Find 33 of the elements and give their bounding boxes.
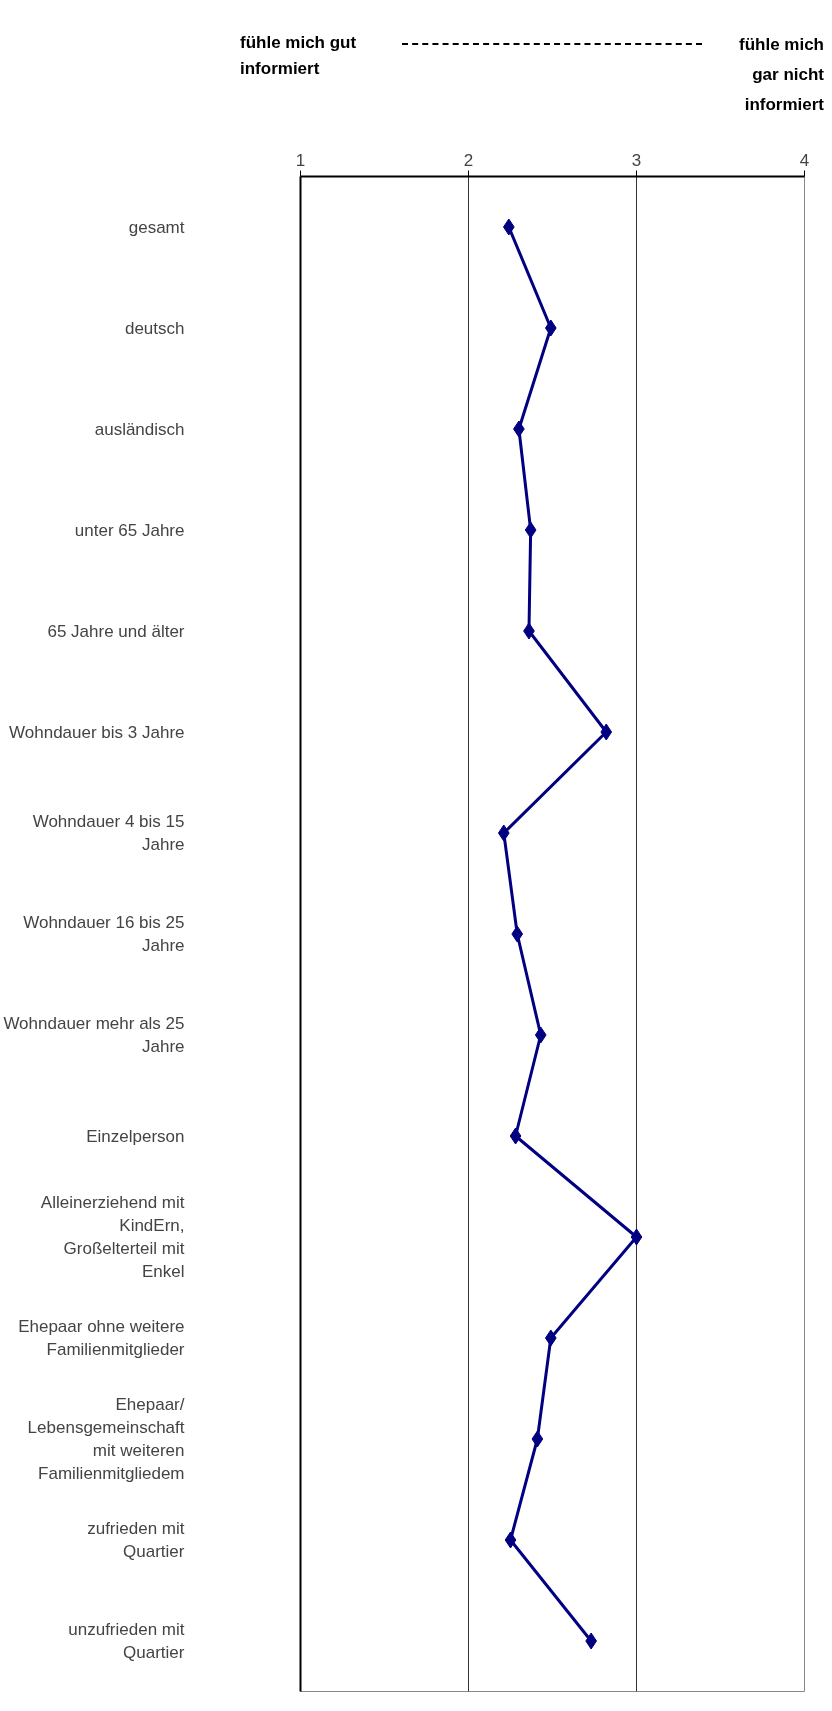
y-tick-label: unzufrieden mit Quartier <box>68 1620 185 1662</box>
point <box>509 1127 522 1145</box>
x-tick-label: 4 <box>799 150 810 170</box>
point <box>600 723 613 741</box>
y-tick-label: Wohndauer 16 bis 25 Jahre <box>23 913 185 955</box>
point <box>524 521 537 539</box>
point <box>497 824 510 842</box>
point <box>544 1329 557 1347</box>
text: fühle mich gar nicht informiert <box>738 34 824 116</box>
y-tick-label: Ehepaar/ Lebensgemeinschaft mit weiteren Familienmitgliedem <box>27 1395 185 1483</box>
x-tick-label: 1 <box>295 150 306 170</box>
y-tick-label: 65 Jahre und älter <box>47 621 185 641</box>
y-tick-label: gesamt <box>128 217 185 237</box>
x-tick-label: 2 <box>463 150 474 170</box>
point <box>511 925 524 943</box>
point <box>534 1026 547 1044</box>
point <box>544 319 557 337</box>
y-tick-label: Wohndauer 4 bis 15 Jahre <box>32 812 185 854</box>
y-tick-label: deutsch <box>124 318 185 338</box>
point <box>630 1228 643 1246</box>
y-tick-label: Einzelperson <box>86 1126 185 1146</box>
y-tick-label: unter 65 Jahre <box>74 520 185 540</box>
y-tick-label: ausländisch <box>94 419 185 439</box>
y-tick-label: zufrieden mit Quartier <box>87 1519 185 1561</box>
point <box>504 1531 517 1549</box>
y-tick-label: Wohndauer bis 3 Jahre <box>9 722 185 742</box>
point <box>531 1430 544 1448</box>
y-tick-label: Wohndauer mehr als 25 Jahre <box>3 1014 185 1056</box>
x-tick-label: 3 <box>631 150 642 170</box>
y-tick-label: Alleinerziehend mit KindErn, Großelterteil mit Enkel <box>40 1193 185 1281</box>
y-tick-label: Ehepaar ohne weitere Familienmitglieder <box>18 1317 185 1359</box>
point <box>502 218 515 236</box>
text: fühle mich gut informiert <box>240 32 357 80</box>
